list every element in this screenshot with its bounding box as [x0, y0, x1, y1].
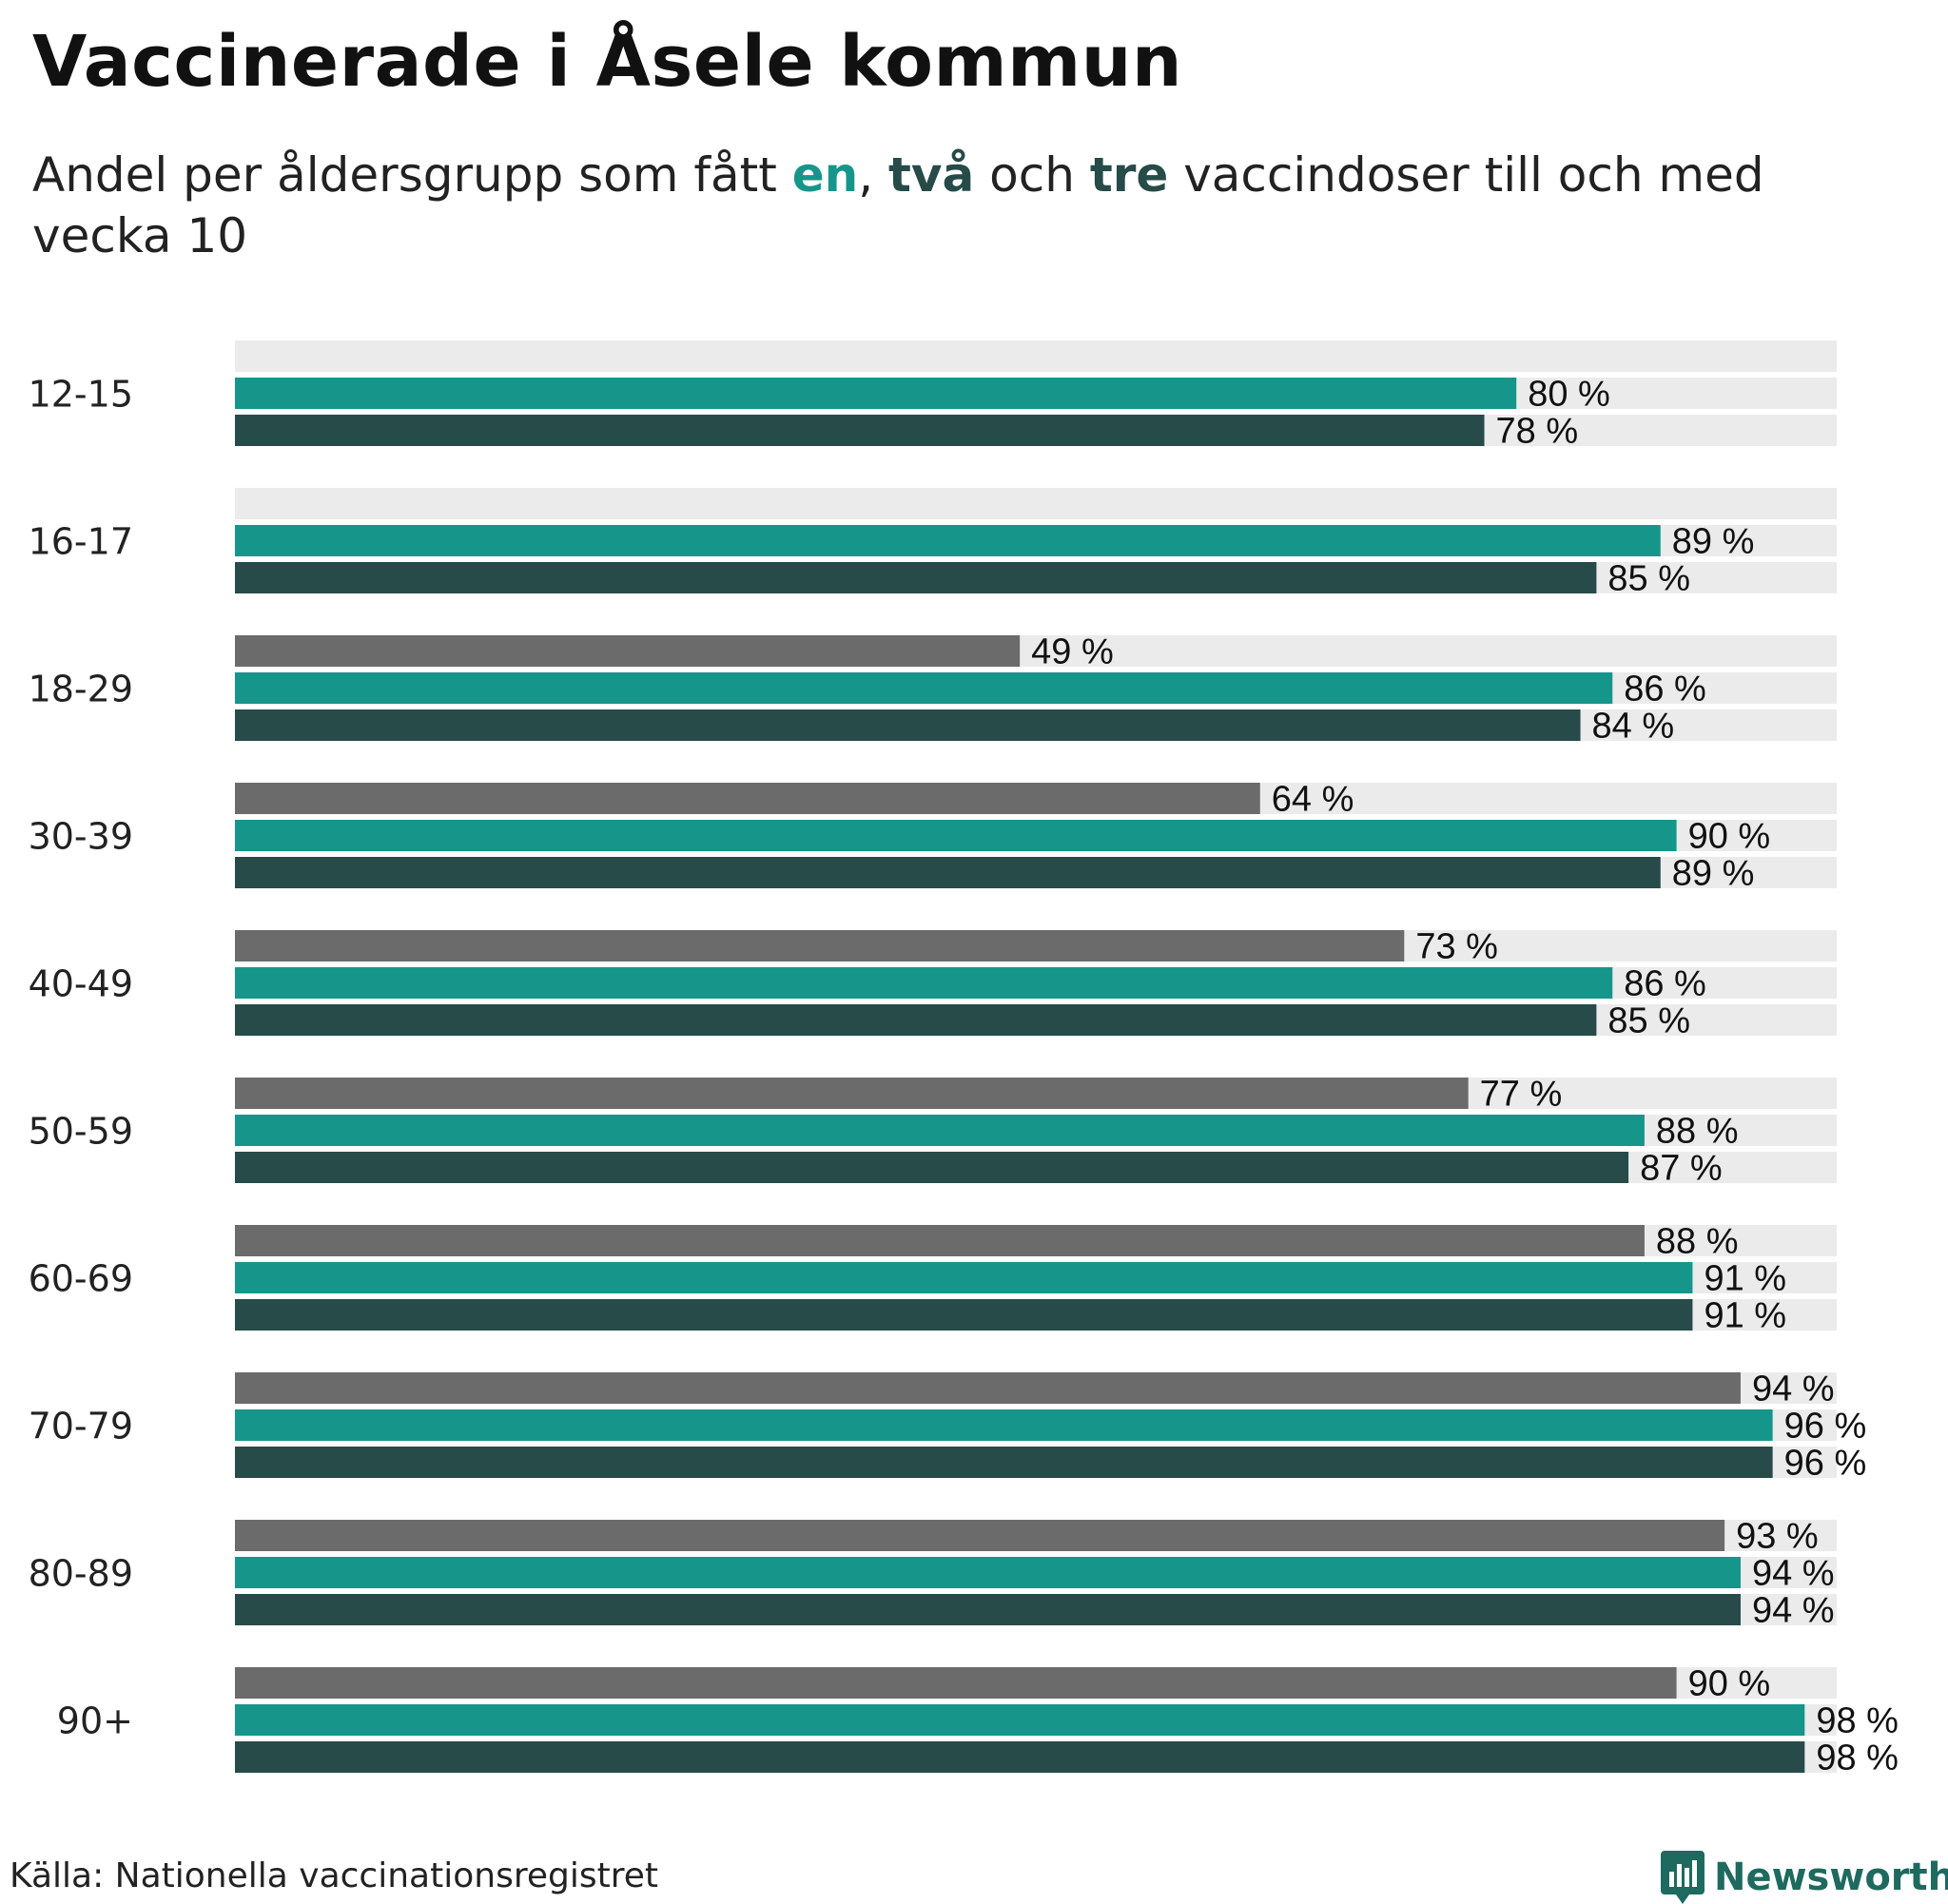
value-label: 86 % [1624, 964, 1706, 1004]
value-label: 86 % [1624, 670, 1706, 709]
bar-en [235, 1262, 1693, 1293]
bar-tre [235, 1078, 1469, 1109]
category-label: 60-69 [29, 1258, 133, 1300]
category-label: 12-15 [29, 374, 133, 416]
value-label: 73 % [1415, 927, 1498, 967]
bar-track [235, 488, 1837, 519]
value-label: 90 % [1688, 817, 1771, 857]
value-label: 87 % [1640, 1149, 1723, 1189]
bar-en [235, 1704, 1805, 1736]
chart-title: Vaccinerade i Åsele kommun [32, 21, 1183, 103]
bar-en [235, 1115, 1645, 1146]
value-label: 91 % [1704, 1296, 1786, 1336]
newsworthy-logo-icon [1661, 1851, 1704, 1904]
subtitle-text-before: Andel per åldersgrupp som fått [32, 147, 792, 203]
value-label: 78 % [1496, 412, 1579, 452]
bar-group-16-17: 16-17 89 %85 % [29, 488, 1837, 599]
subtitle-separator-2: och [974, 147, 1090, 203]
value-label: 85 % [1607, 559, 1690, 599]
bar-en [235, 820, 1677, 851]
value-label: 88 % [1656, 1112, 1739, 1152]
value-label: 94 % [1752, 1554, 1835, 1594]
category-label: 16-17 [29, 521, 133, 563]
value-label: 77 % [1480, 1075, 1563, 1115]
bar-tre [235, 635, 1021, 667]
subtitle-separator-1: , [858, 147, 889, 203]
bar-två [235, 1741, 1805, 1773]
bar-group-90+: 90+ 90 % 98 %98 % [57, 1664, 1899, 1778]
bar-group-50-59: 50-59 77 % 88 %87 % [29, 1075, 1837, 1189]
bar-group-30-39: 30-39 64 % 90 %89 % [29, 780, 1837, 894]
subtitle-text-after: vaccindoser till och med vecka 10 [32, 147, 1764, 263]
value-label: 64 % [1272, 780, 1354, 820]
bar-en [235, 672, 1613, 704]
value-label: 98 % [1816, 1739, 1899, 1778]
brand-name: Newsworthy [1714, 1855, 1948, 1899]
bar-track [235, 340, 1837, 372]
bar-en [235, 1409, 1773, 1441]
value-label: 89 % [1672, 522, 1755, 562]
bar-två [235, 1447, 1773, 1478]
value-label: 96 % [1784, 1407, 1867, 1447]
value-label: 98 % [1816, 1701, 1899, 1741]
chart-subtitle: Andel per åldersgrupp som fått en, två o… [32, 145, 1897, 266]
bar-en [235, 378, 1517, 409]
bar-två [235, 415, 1485, 446]
bar-tre [235, 1520, 1725, 1551]
bar-en [235, 967, 1613, 999]
value-label: 88 % [1656, 1222, 1739, 1262]
bar-tre [235, 1225, 1645, 1256]
bar-tre [235, 783, 1260, 814]
value-label: 91 % [1704, 1259, 1786, 1299]
subtitle-highlight-en: en [791, 147, 859, 203]
bar-group-40-49: 40-49 73 % 86 %85 % [29, 927, 1837, 1041]
bar-en [235, 1557, 1741, 1588]
subtitle-highlight-tre: tre [1089, 147, 1169, 203]
category-label: 18-29 [29, 669, 133, 710]
value-label: 96 % [1784, 1444, 1867, 1484]
bar-två [235, 1299, 1693, 1331]
category-label: 30-39 [29, 816, 133, 858]
value-label: 85 % [1607, 1001, 1690, 1041]
value-label: 94 % [1752, 1591, 1835, 1631]
value-label: 90 % [1688, 1664, 1771, 1704]
value-label: 84 % [1592, 707, 1675, 747]
category-label: 80-89 [29, 1553, 133, 1595]
bar-group-12-15: 12-15 80 %78 % [29, 340, 1837, 452]
bar-två [235, 1004, 1597, 1036]
value-label: 93 % [1736, 1517, 1819, 1557]
bar-tre [235, 1667, 1677, 1699]
category-label: 50-59 [29, 1111, 133, 1153]
bar-tre [235, 930, 1405, 962]
bar-en [235, 525, 1661, 556]
category-label: 40-49 [29, 963, 133, 1005]
bar-två [235, 857, 1661, 888]
category-label: 90+ [57, 1700, 133, 1742]
category-label: 70-79 [29, 1406, 133, 1447]
bar-två [235, 709, 1581, 741]
bar-två [235, 562, 1597, 593]
bar-två [235, 1152, 1629, 1183]
value-label: 94 % [1752, 1370, 1835, 1409]
bar-tre [235, 1372, 1741, 1404]
value-label: 49 % [1031, 632, 1114, 672]
bar-två [235, 1594, 1741, 1625]
bar-group-18-29: 18-29 49 % 86 %84 % [29, 632, 1837, 747]
subtitle-highlight-tva: två [888, 147, 975, 203]
value-label: 80 % [1528, 375, 1610, 415]
brand-logo: Newsworthy [1661, 1851, 1948, 1904]
source-note: Källa: Nationella vaccinationsregistret [10, 1856, 658, 1895]
value-label: 89 % [1672, 854, 1755, 894]
